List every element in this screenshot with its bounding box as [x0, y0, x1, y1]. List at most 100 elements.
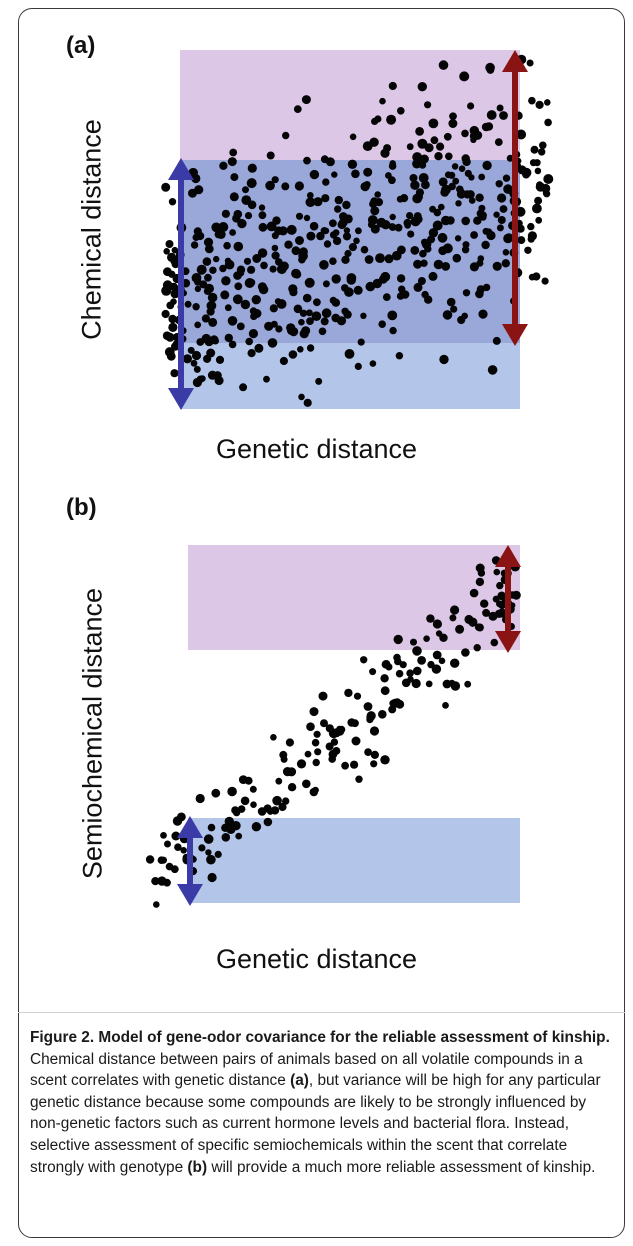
scatter-dot	[360, 312, 367, 319]
scatter-dot	[526, 59, 534, 67]
scatter-dot	[379, 97, 386, 105]
scatter-dot	[243, 257, 252, 265]
scatter-dot	[441, 215, 451, 226]
scatter-dot	[350, 760, 359, 769]
scatter-dot	[461, 216, 471, 226]
scatter-dot	[198, 844, 206, 852]
scatter-dot	[331, 298, 341, 307]
scatter-dot	[478, 309, 488, 319]
scatter-dot	[433, 259, 444, 270]
scatter-dot	[477, 569, 486, 577]
scatter-dot	[201, 314, 210, 323]
scatter-dot	[203, 237, 214, 247]
scatter-dot	[242, 186, 249, 194]
scatter-dot	[432, 220, 443, 231]
scatter-dot	[205, 849, 212, 856]
scatter-dot	[257, 807, 267, 816]
scatter-dot	[380, 686, 390, 696]
scatter-dot	[432, 619, 442, 629]
scatter-dot	[211, 788, 221, 798]
scatter-dot	[450, 605, 460, 615]
scatter-dot	[450, 658, 460, 668]
figure-frame	[18, 8, 625, 1238]
scatter-dot	[393, 698, 402, 707]
scatter-dot	[413, 666, 422, 676]
scatter-dot	[190, 241, 199, 249]
scatter-dot	[395, 352, 404, 360]
scatter-dot	[382, 293, 391, 301]
scatter-dot	[299, 247, 308, 257]
scatter-dot	[313, 298, 321, 307]
scatter-dot	[338, 218, 348, 228]
scatter-dot	[221, 209, 230, 218]
blue-band	[188, 818, 520, 903]
scatter-dot	[524, 246, 532, 254]
scatter-dot	[413, 212, 422, 221]
scatter-dot	[167, 252, 177, 262]
scatter-dot	[286, 224, 297, 235]
scatter-dot	[449, 614, 457, 622]
pink-band	[188, 545, 520, 650]
scatter-dot	[235, 832, 243, 840]
scatter-dot	[496, 104, 504, 112]
scatter-dot	[162, 331, 172, 341]
scatter-dot	[544, 118, 552, 127]
scatter-dot	[427, 235, 436, 244]
scatter-dot	[145, 855, 155, 864]
scatter-dot	[318, 327, 327, 336]
scatter-dot	[194, 285, 202, 293]
scatter-dot	[224, 304, 232, 312]
scatter-dot	[320, 719, 328, 728]
scatter-dot	[488, 611, 498, 621]
scatter-dot	[161, 285, 172, 296]
scatter-dot	[364, 255, 374, 264]
scatter-dot	[275, 258, 283, 266]
scatter-dot	[271, 244, 279, 252]
scatter-dot	[499, 111, 508, 120]
scatter-dot	[440, 188, 450, 197]
scatter-dot	[497, 608, 507, 618]
scatter-dot	[344, 249, 352, 258]
scatter-dot	[418, 161, 427, 169]
scatter-dot	[280, 755, 288, 763]
scatter-dot	[482, 608, 491, 617]
panel-b-ylabel: Semiochemical distance	[77, 587, 108, 880]
scatter-dot	[303, 398, 312, 407]
blue-variance-arrow	[177, 816, 203, 906]
scatter-dot	[410, 180, 420, 190]
scatter-dot	[461, 312, 469, 320]
scatter-dot	[341, 255, 350, 264]
pink-band	[180, 50, 520, 160]
scatter-dot	[180, 847, 187, 854]
scatter-dot	[271, 251, 280, 260]
panel-b-scatter	[145, 545, 521, 908]
scatter-dot	[360, 245, 369, 254]
scatter-dot	[233, 271, 242, 280]
scatter-dot	[439, 354, 449, 365]
scatter-dot	[412, 646, 422, 656]
scatter-dot	[276, 299, 287, 309]
scatter-dot	[478, 173, 486, 181]
scatter-dot	[406, 669, 414, 677]
scatter-dot	[435, 630, 443, 637]
scatter-dot	[482, 283, 491, 292]
scatter-dot	[517, 236, 526, 245]
scatter-dot	[380, 755, 390, 765]
scatter-dot	[455, 624, 465, 634]
scatter-dot	[428, 271, 438, 281]
scatter-dot	[160, 832, 167, 839]
scatter-dot	[224, 259, 235, 270]
scatter-dot	[442, 679, 452, 689]
scatter-dot	[211, 222, 221, 233]
scatter-dot	[495, 180, 503, 188]
scatter-dot	[251, 295, 261, 305]
scatter-dot	[341, 761, 349, 770]
scatter-dot	[247, 265, 256, 274]
scatter-dot	[272, 795, 282, 806]
scatter-dot	[163, 878, 171, 887]
scatter-dot	[318, 691, 328, 701]
scatter-dot	[267, 338, 278, 348]
scatter-dot	[303, 214, 311, 222]
scatter-dot	[425, 680, 433, 688]
scatter-dot	[417, 277, 426, 285]
